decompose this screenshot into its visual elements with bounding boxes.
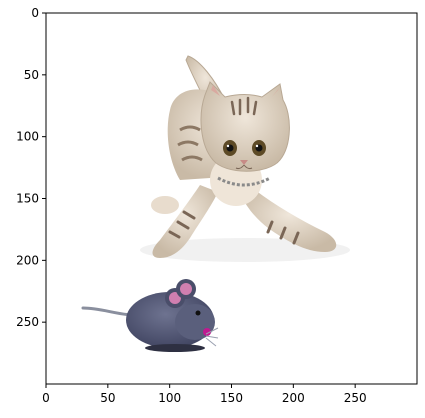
y-tick-label: 150 bbox=[16, 192, 39, 206]
x-tick-label: 200 bbox=[282, 391, 305, 405]
y-tick-label: 0 bbox=[31, 6, 39, 20]
photo-area bbox=[46, 13, 417, 384]
x-tick-label: 250 bbox=[344, 391, 367, 405]
y-tick-label: 200 bbox=[16, 253, 39, 267]
x-tick-label: 100 bbox=[158, 391, 181, 405]
y-tick-label: 250 bbox=[16, 315, 39, 329]
x-tick-label: 150 bbox=[220, 391, 243, 405]
x-tick-label: 0 bbox=[42, 391, 50, 405]
x-tick-label: 50 bbox=[100, 391, 115, 405]
y-tick-label: 50 bbox=[24, 68, 39, 82]
kitten bbox=[151, 55, 337, 258]
toy-mouse bbox=[81, 279, 219, 352]
y-axis: 0 50 100 150 200 250 bbox=[16, 6, 46, 329]
y-tick-label: 100 bbox=[16, 130, 39, 144]
x-axis: 0 50 100 150 200 250 bbox=[42, 384, 367, 405]
